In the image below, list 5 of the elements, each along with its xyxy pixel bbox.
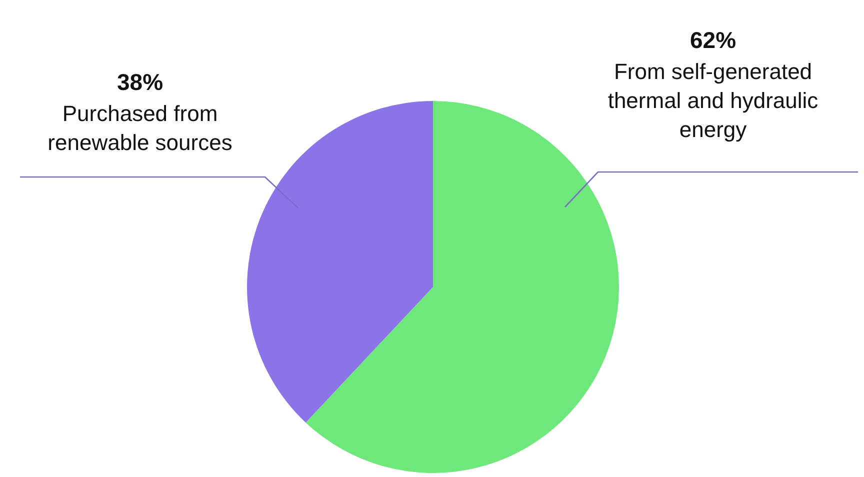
pie-slice: [247, 101, 433, 423]
slice-label: Purchased from renewable sources: [48, 101, 232, 155]
slice-label: From self-generated thermal and hydraulic energy: [608, 59, 818, 142]
data-label: 62%: [690, 27, 736, 53]
data-label: 38%: [116, 69, 164, 95]
